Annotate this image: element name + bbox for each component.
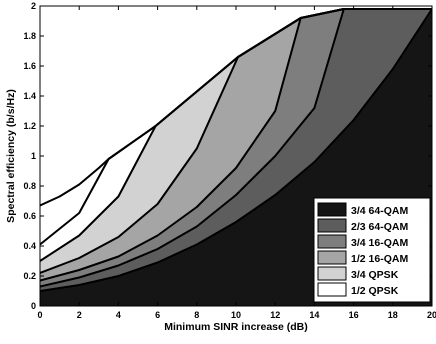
x-tick-label: 2 xyxy=(77,310,82,320)
y-tick-label: 2 xyxy=(31,1,36,11)
x-tick-label: 18 xyxy=(388,310,398,320)
legend-label-3-4-qpsk: 3/4 QPSK xyxy=(351,269,399,281)
legend-label-1-2-qpsk: 1/2 QPSK xyxy=(351,285,399,297)
y-axis-title: Spectral efficiency (b/s/Hz) xyxy=(5,89,17,223)
legend-label-2-3-64-qam: 2/3 64-QAM xyxy=(351,221,408,233)
y-tick-label: 1.8 xyxy=(23,31,36,41)
legend-swatch-3-4-16-qam xyxy=(317,234,347,249)
y-tick-label: 0.6 xyxy=(23,211,36,221)
x-axis-title: Minimum SINR increase (dB) xyxy=(164,321,308,333)
y-tick-label: 0.4 xyxy=(23,241,36,251)
y-tick-label: 1.4 xyxy=(23,91,36,101)
legend-label-3-4-16-qam: 3/4 16-QAM xyxy=(351,237,408,249)
boundary-curves xyxy=(40,8,432,292)
legend-swatch-3-4-64-qam xyxy=(317,202,347,217)
y-tick-label: 1.6 xyxy=(23,61,36,71)
legend-swatch-1-2-16-qam xyxy=(317,250,347,265)
x-tick-label: 20 xyxy=(427,310,436,320)
x-tick-label: 10 xyxy=(231,310,241,320)
legend-swatch-3-4-qpsk xyxy=(317,266,347,281)
x-tick-label: 8 xyxy=(194,310,199,320)
y-axis: 0 0.2 0.4 0.6 0.8 1 1.2 1.4 1.6 1.8 2 xyxy=(23,1,432,311)
y-tick-label: 0.2 xyxy=(23,271,36,281)
y-tick-label: 1.2 xyxy=(23,121,36,131)
x-tick-label: 16 xyxy=(349,310,359,320)
legend-swatch-1-2-qpsk xyxy=(317,282,347,297)
curve-3-4-64-qam xyxy=(40,8,432,292)
legend-swatch-2-3-64-qam xyxy=(317,218,347,233)
x-axis: 0 2 4 6 8 10 12 14 16 18 20 xyxy=(37,6,436,320)
legend-label-1-2-16-qam: 1/2 16-QAM xyxy=(351,253,408,265)
legend: 3/4 64-QAM 2/3 64-QAM 3/4 16-QAM 1/2 16-QAM… xyxy=(313,197,431,303)
curve-1-2-qpsk xyxy=(40,8,432,246)
x-tick-label: 6 xyxy=(155,310,160,320)
x-tick-label: 4 xyxy=(116,310,121,320)
legend-label-3-4-64-qam: 3/4 64-QAM xyxy=(351,205,408,217)
y-tick-label: 0.8 xyxy=(23,181,36,191)
y-tick-label: 1 xyxy=(31,151,36,161)
x-tick-label: 14 xyxy=(309,310,319,320)
curve-2-3-64-qam xyxy=(40,8,432,288)
x-tick-label: 12 xyxy=(270,310,280,320)
y-tick-label: 0 xyxy=(31,301,36,311)
x-tick-label: 0 xyxy=(37,310,42,320)
